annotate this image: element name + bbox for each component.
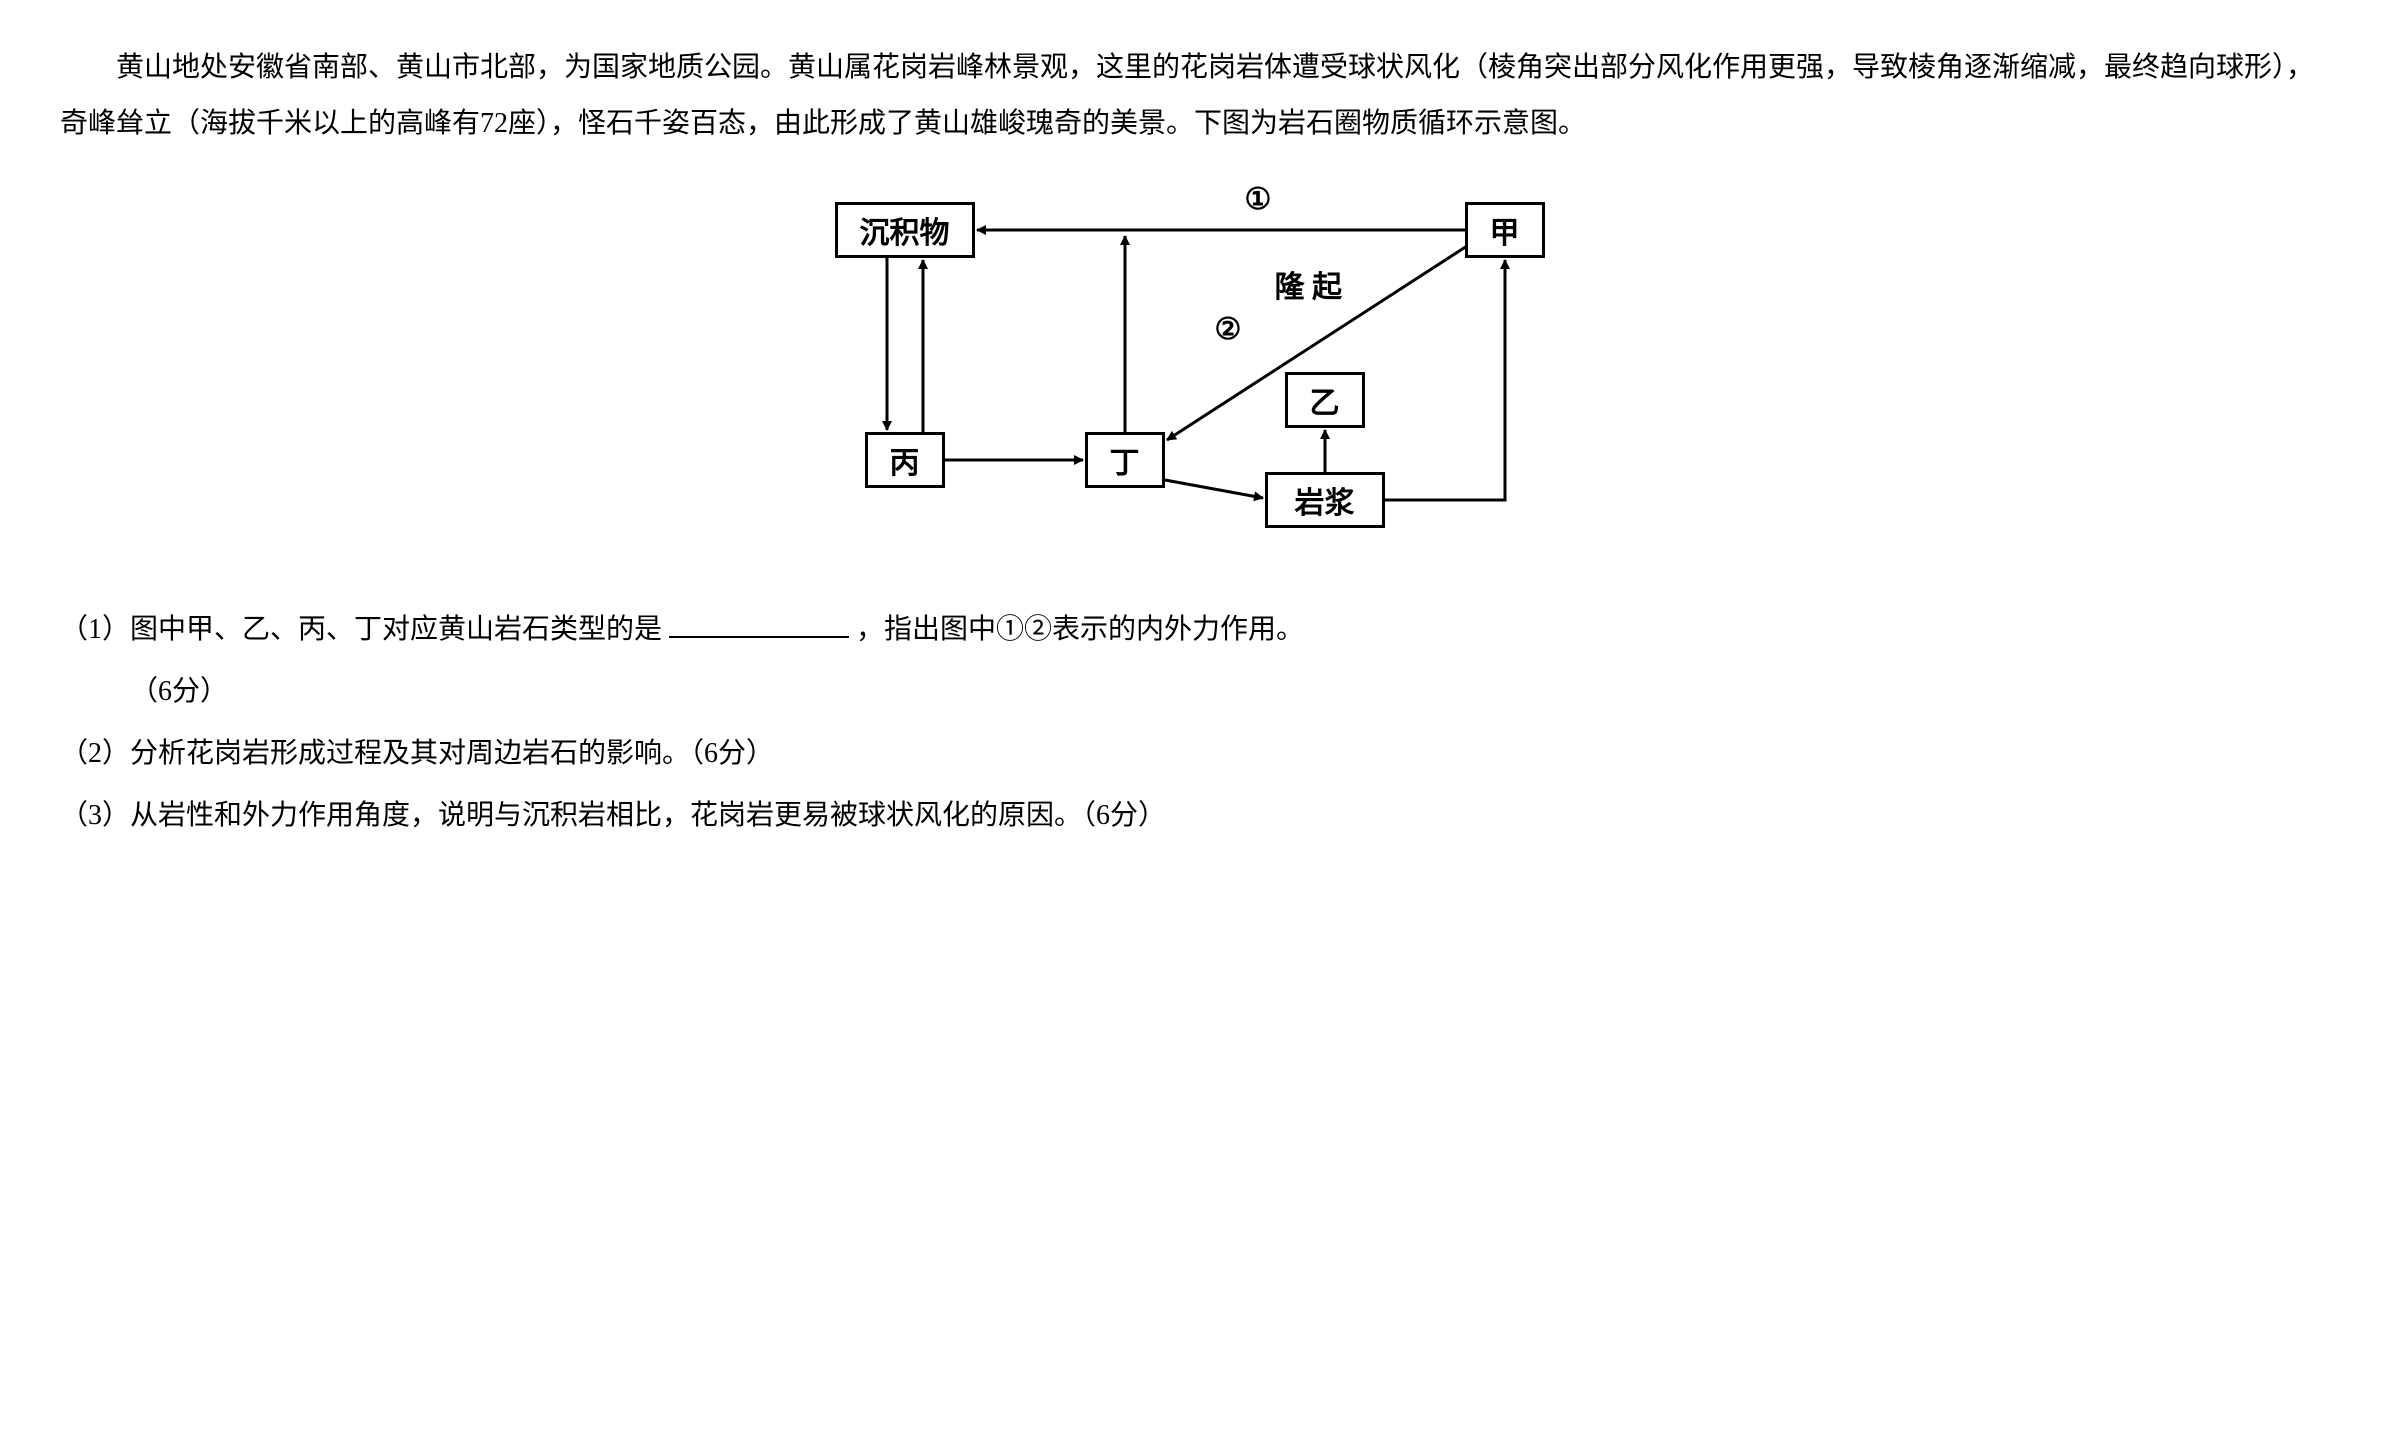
- q1-points: （6分）: [60, 664, 2329, 720]
- q1-text-a: （1）图中甲、乙、丙、丁对应黄山岩石类型的是: [60, 614, 662, 645]
- question-3: （3）从岩性和外力作用角度，说明与沉积岩相比，花岗岩更易被球状风化的原因。（6分…: [60, 788, 2329, 844]
- question-2: （2）分析花岗岩形成过程及其对周边岩石的影响。（6分）: [60, 726, 2329, 782]
- rock-cycle-diagram: 沉积物 甲 丙 丁 乙 岩浆 ① ② 隆 起: [745, 182, 1645, 562]
- node-yi: 乙: [1285, 372, 1365, 428]
- node-jia: 甲: [1465, 202, 1545, 258]
- diagram-container: 沉积物 甲 丙 丁 乙 岩浆 ① ② 隆 起: [60, 182, 2329, 562]
- questions-block: （1）图中甲、乙、丙、丁对应黄山岩石类型的是 ，指出图中①②表示的内外力作用。 …: [60, 602, 2329, 844]
- node-bing: 丙: [865, 432, 945, 488]
- node-ding: 丁: [1085, 432, 1165, 488]
- q1-text-b: ，指出图中①②表示的内外力作用。: [856, 614, 1304, 645]
- question-1: （1）图中甲、乙、丙、丁对应黄山岩石类型的是 ，指出图中①②表示的内外力作用。: [60, 602, 2329, 658]
- node-sediment: 沉积物: [835, 202, 975, 258]
- label-circ2: ②: [1215, 312, 1242, 347]
- label-uplift: 隆 起: [1275, 262, 1343, 306]
- label-circ1: ①: [1245, 182, 1272, 217]
- passage-text: 黄山地处安徽省南部、黄山市北部，为国家地质公园。黄山属花岗岩峰林景观，这里的花岗…: [60, 40, 2329, 152]
- node-magma: 岩浆: [1265, 472, 1385, 528]
- q1-blank: [669, 607, 849, 638]
